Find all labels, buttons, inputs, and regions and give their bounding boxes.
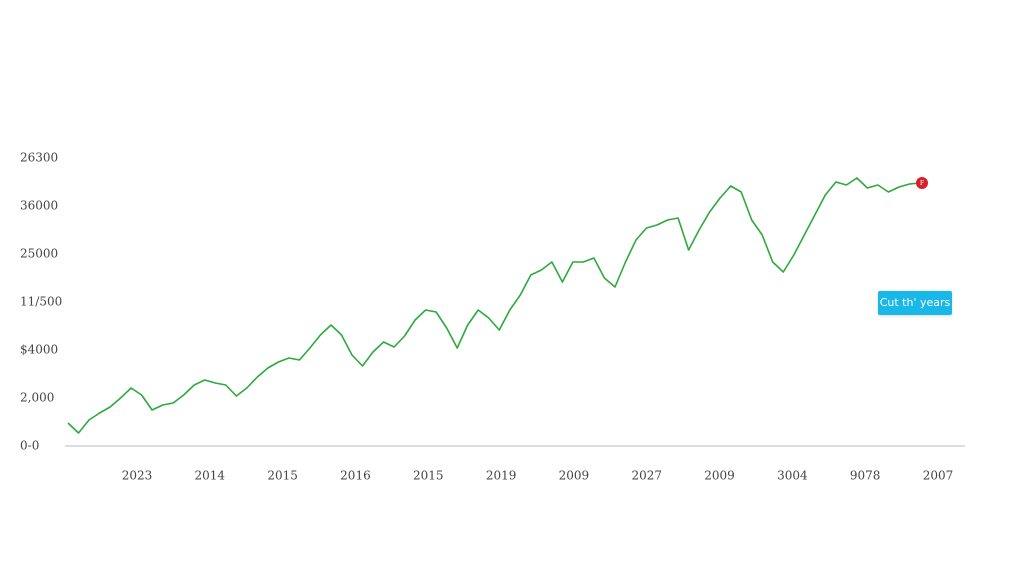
x-tick-label: 2023	[122, 469, 153, 483]
x-tick-label: 2015	[413, 469, 444, 483]
x-tick-label: 2015	[267, 469, 298, 483]
x-tick-label: 2014	[195, 469, 226, 483]
x-tick-label: 2027	[631, 469, 662, 483]
y-tick-label: 11/500	[20, 295, 62, 309]
x-tick-label: 2007	[923, 469, 954, 483]
x-tick-label: 2016	[340, 469, 371, 483]
y-tick-label: 36000	[20, 199, 58, 213]
end-marker	[916, 177, 928, 190]
x-tick-label: 9078	[850, 469, 881, 483]
x-tick-label: 2009	[704, 469, 735, 483]
y-tick-label: 0-0	[20, 439, 39, 453]
y-tick-label: 25000	[20, 247, 58, 261]
y-tick-label: $4000	[20, 343, 58, 357]
end-marker-label: F	[920, 180, 924, 187]
y-tick-label: 2,000	[20, 391, 54, 405]
x-tick-label: 3004	[777, 469, 808, 483]
line-series	[67, 177, 921, 434]
x-tick-label: 2019	[486, 469, 517, 483]
x-tick-label: 2009	[559, 469, 590, 483]
y-tick-label: 26300	[20, 151, 58, 165]
cut-years-button[interactable]: Cut th' years	[878, 291, 952, 315]
